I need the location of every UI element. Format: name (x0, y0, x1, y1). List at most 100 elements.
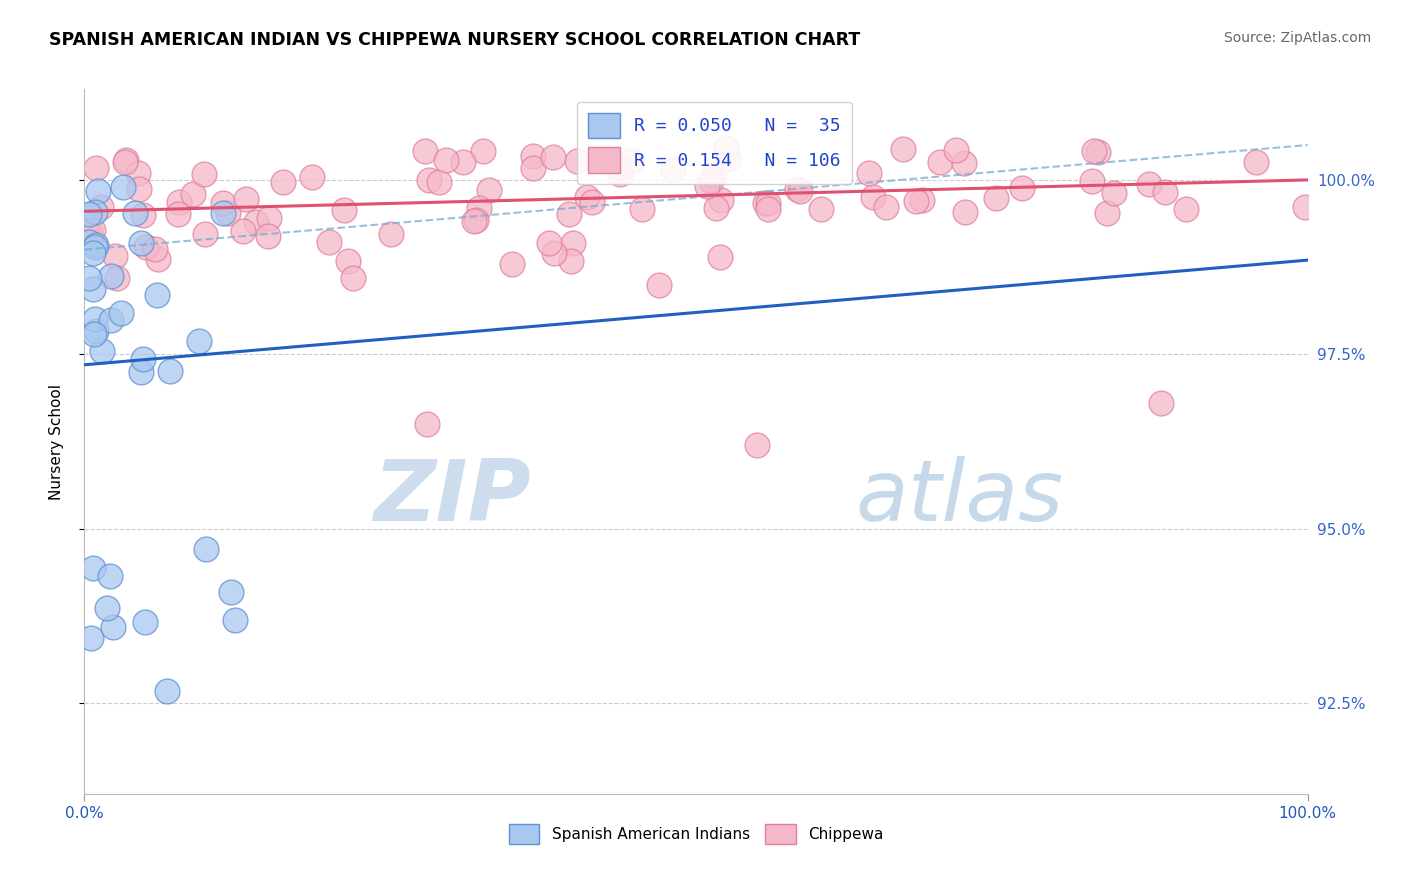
Point (541, 150, 564, 164)
Point (576, 190, 599, 204)
Point (558, 207, 581, 221)
Point (91, 343, 114, 358)
Point (434, 153, 457, 167)
Point (560, 254, 582, 268)
Point (620, 154, 643, 169)
Point (79, 235, 101, 250)
Point (98, 569, 121, 583)
Point (862, 190, 884, 204)
Point (1150, 396, 1173, 410)
Text: SPANISH AMERICAN INDIAN VS CHIPPEWA NURSERY SCHOOL CORRELATION CHART: SPANISH AMERICAN INDIAN VS CHIPPEWA NURS… (49, 31, 860, 49)
Text: atlas: atlas (855, 457, 1063, 540)
Text: ZIP: ZIP (373, 457, 531, 540)
Point (702, 168, 724, 182)
Point (114, 155, 136, 169)
Point (911, 194, 934, 208)
Point (257, 228, 280, 243)
Point (700, 174, 723, 188)
Point (96, 601, 118, 615)
Point (132, 351, 155, 366)
Point (104, 249, 127, 263)
Point (194, 542, 217, 557)
Text: Source: ZipAtlas.com: Source: ZipAtlas.com (1223, 31, 1371, 45)
Point (709, 250, 731, 264)
Point (875, 200, 897, 214)
Point (80, 227, 103, 242)
Point (1246, 154, 1268, 169)
Point (84, 204, 107, 219)
Point (235, 192, 257, 206)
Point (146, 288, 169, 302)
Point (758, 202, 780, 216)
Point (786, 182, 808, 196)
Point (522, 149, 544, 163)
Point (468, 202, 491, 216)
Point (472, 144, 495, 158)
Point (82, 222, 104, 236)
Point (167, 207, 190, 221)
Point (83, 312, 105, 326)
Point (418, 173, 440, 187)
Point (953, 155, 976, 169)
Point (522, 161, 544, 175)
Point (631, 202, 654, 216)
Point (90, 200, 112, 214)
Point (80, 631, 103, 645)
Point (858, 166, 880, 180)
Point (1174, 202, 1197, 216)
Point (415, 144, 437, 158)
Point (1137, 177, 1160, 191)
Y-axis label: Nursery School: Nursery School (49, 384, 63, 500)
Point (188, 334, 211, 349)
Point (127, 166, 149, 180)
Point (337, 254, 360, 268)
Point (101, 620, 124, 634)
Point (82, 561, 104, 575)
Point (543, 245, 565, 260)
Point (953, 205, 976, 219)
Point (714, 141, 737, 155)
Point (159, 364, 181, 378)
Point (82, 245, 104, 260)
Point (716, 152, 738, 166)
Point (100, 268, 122, 283)
Point (342, 270, 364, 285)
Point (211, 206, 233, 220)
Point (984, 191, 1007, 205)
Point (245, 214, 267, 228)
Point (100, 312, 122, 326)
Point (75, 224, 97, 238)
Point (416, 417, 439, 431)
Point (224, 614, 246, 628)
Point (193, 167, 215, 181)
Point (588, 153, 610, 167)
Point (754, 196, 776, 211)
Point (111, 179, 134, 194)
Point (538, 235, 561, 250)
Point (194, 227, 217, 241)
Point (84, 237, 107, 252)
Point (710, 193, 733, 207)
Point (132, 208, 155, 222)
Point (84, 161, 107, 175)
Point (128, 182, 150, 196)
Point (87, 185, 110, 199)
Point (115, 153, 138, 167)
Point (110, 305, 132, 319)
Point (945, 143, 967, 157)
Point (607, 160, 630, 174)
Point (105, 270, 128, 285)
Point (427, 175, 450, 189)
Point (301, 169, 323, 184)
Point (143, 242, 166, 256)
Point (810, 202, 832, 216)
Point (1081, 174, 1104, 188)
Point (1011, 181, 1033, 195)
Point (581, 194, 603, 209)
Point (134, 240, 156, 254)
Point (146, 252, 169, 267)
Point (84, 324, 107, 338)
Point (928, 154, 950, 169)
Point (333, 203, 356, 218)
Point (561, 235, 583, 250)
